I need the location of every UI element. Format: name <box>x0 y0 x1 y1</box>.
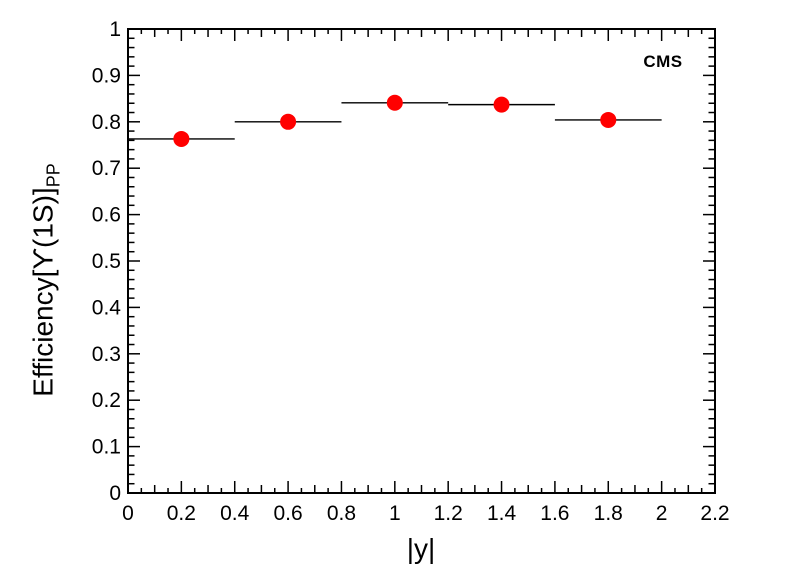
data-point <box>386 94 403 111</box>
x-tick-label: 0.4 <box>220 502 250 525</box>
y-tick-label: 0.6 <box>92 204 121 227</box>
data-point <box>600 111 617 128</box>
y-tick-label: 0.4 <box>92 296 122 319</box>
x-tick-label: 2.2 <box>700 502 729 525</box>
y-tick-label: 0.5 <box>92 250 121 273</box>
y-tick-label: 0.7 <box>92 157 121 180</box>
plot-frame <box>127 28 716 494</box>
x-tick-label: 2 <box>656 502 668 525</box>
x-tick-label: 0.8 <box>327 502 356 525</box>
y-tick-label: 0.9 <box>92 64 121 87</box>
y-axis-title-subscript: PP <box>43 163 64 188</box>
data-point <box>280 113 297 130</box>
x-tick-label: 0.6 <box>273 502 302 525</box>
x-tick-label: 1 <box>389 502 401 525</box>
x-tick-label: 1.2 <box>434 502 463 525</box>
y-tick-label: 0.3 <box>92 343 121 366</box>
x-tick-label: 0.2 <box>167 502 196 525</box>
x-tick-label: 1.8 <box>594 502 623 525</box>
data-point <box>493 96 510 113</box>
y-tick-label: 1 <box>109 18 121 41</box>
y-tick-label: 0 <box>109 482 121 505</box>
y-axis-title: Efficiency[ϒ(1S)]PP <box>28 163 65 396</box>
x-tick-label: 0 <box>122 502 134 525</box>
cms-annotation: CMS <box>643 52 683 71</box>
x-tick-label: 1.4 <box>487 502 517 525</box>
y-axis-title-main: Efficiency[ϒ(1S)] <box>27 187 59 397</box>
x-axis-title: |y| <box>406 533 436 564</box>
y-tick-label: 0.2 <box>92 389 121 412</box>
data-point <box>173 130 190 147</box>
x-tick-label: 1.6 <box>540 502 569 525</box>
y-tick-label: 0.8 <box>92 111 121 134</box>
y-tick-label: 0.1 <box>92 436 121 459</box>
